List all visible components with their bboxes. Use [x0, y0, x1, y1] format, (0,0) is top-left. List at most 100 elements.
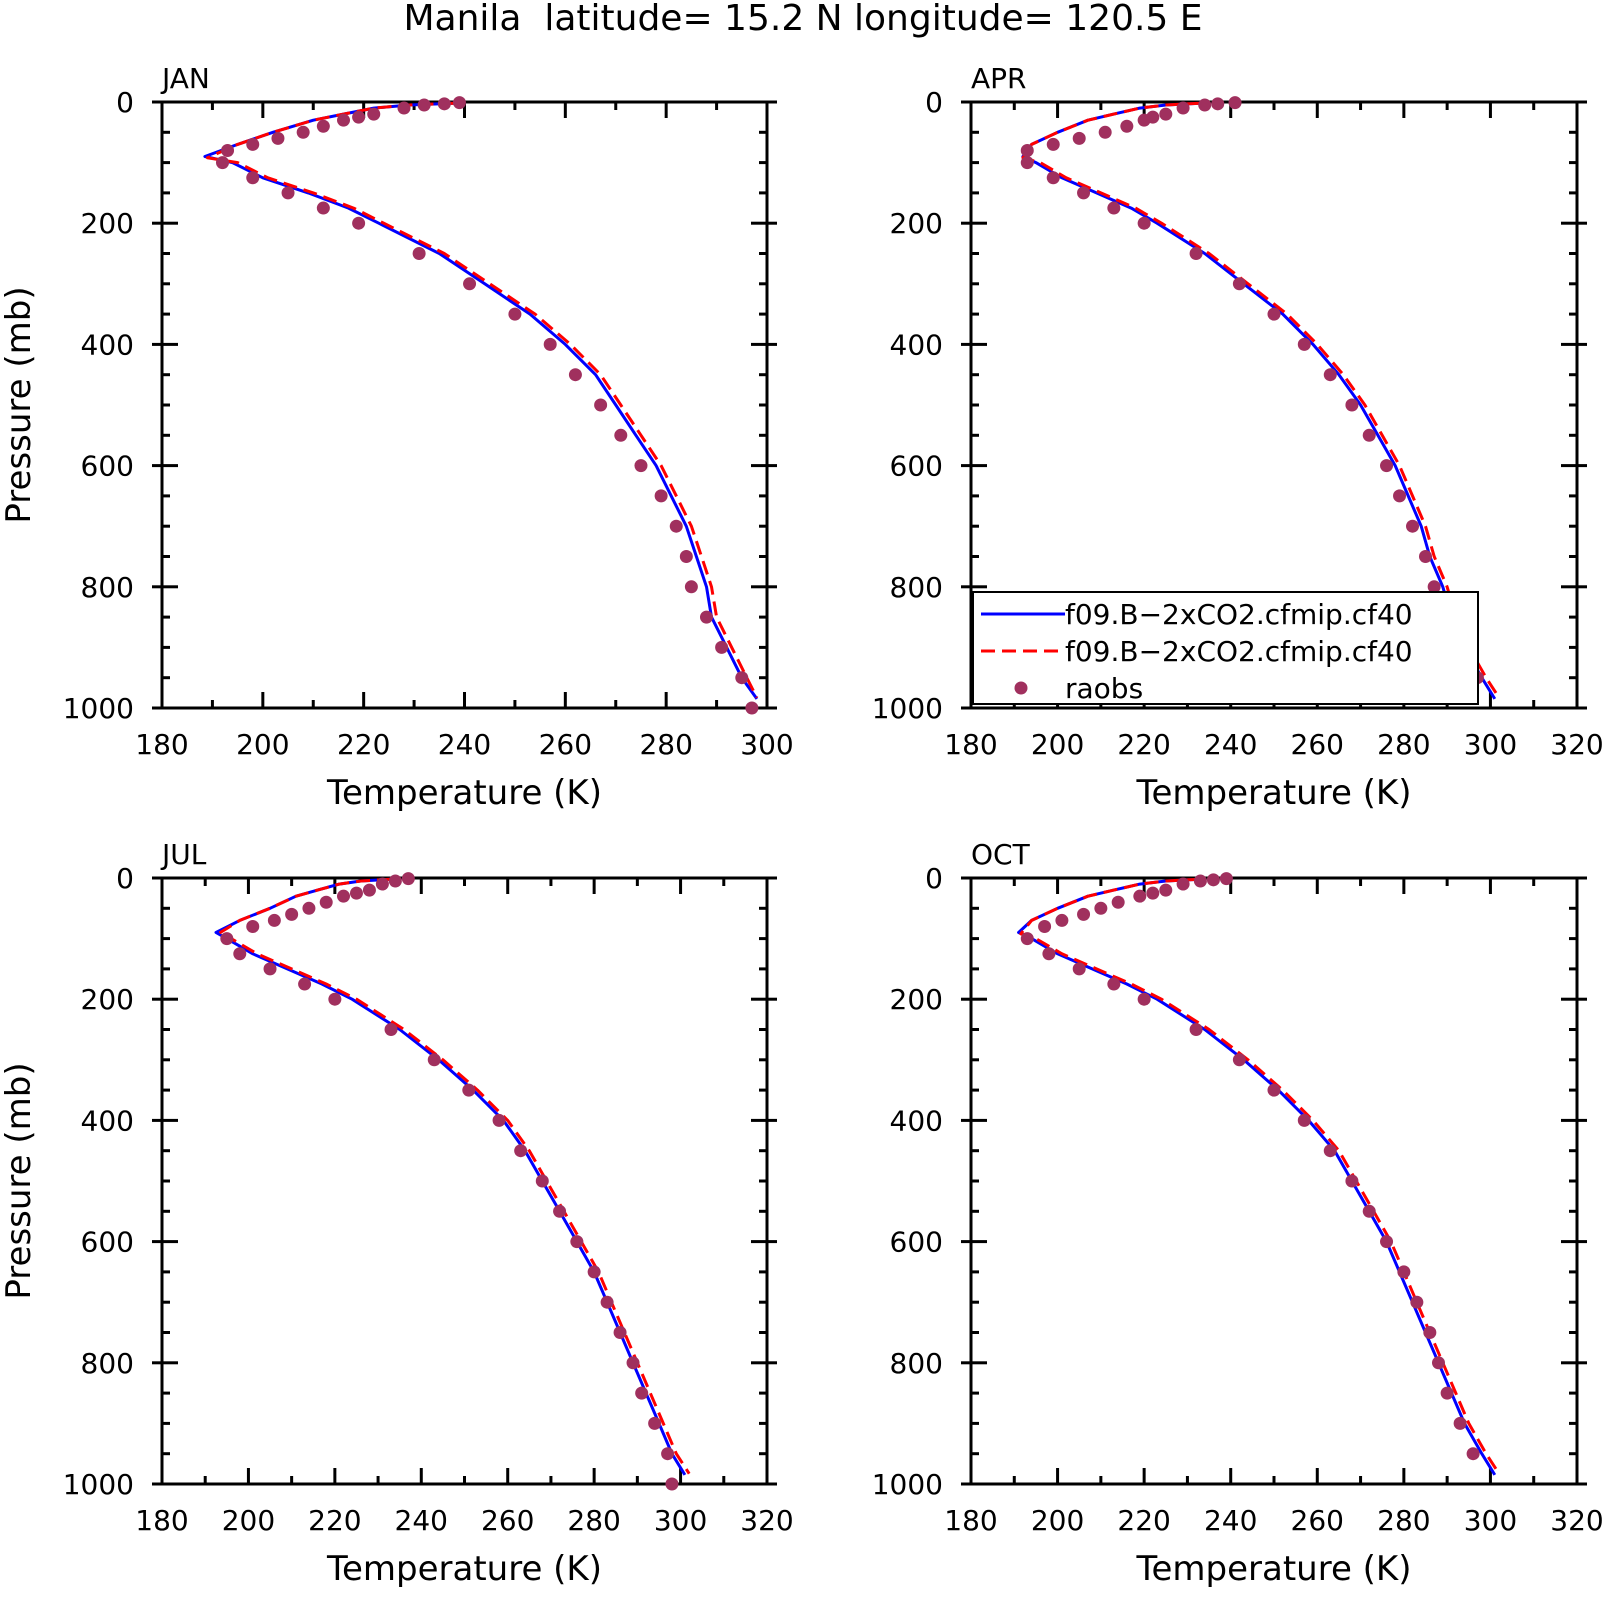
raobs-point	[613, 1326, 627, 1339]
raobs-point	[1410, 1295, 1424, 1309]
raobs-point	[427, 1053, 441, 1067]
raobs-point	[263, 962, 277, 976]
raobs-point	[1072, 131, 1086, 145]
raobs-point	[1267, 307, 1281, 321]
plot-frame	[969, 876, 1579, 1486]
raobs-point	[352, 216, 366, 230]
x-tick-label: 320	[1550, 728, 1603, 761]
raobs-point	[1419, 550, 1432, 563]
raobs-point	[1189, 247, 1203, 260]
raobs-point	[587, 1265, 601, 1279]
raobs-point	[352, 110, 366, 124]
x-tick-label: 300	[740, 728, 793, 761]
y-tick-label: 800	[890, 1347, 943, 1380]
raobs-point	[462, 1083, 476, 1097]
raobs-point	[1232, 277, 1246, 291]
x-tick-label: 320	[1550, 1504, 1603, 1537]
raobs-point	[568, 368, 582, 382]
raobs-point	[417, 98, 431, 112]
x-tick-label: 260	[1291, 1504, 1344, 1537]
x-tick-label: 300	[654, 1504, 707, 1537]
series-line-dashed	[205, 101, 759, 699]
raobs-point	[735, 671, 749, 685]
panel-label: APR	[971, 62, 1027, 95]
y-tick-label: 0	[925, 86, 943, 119]
raobs-point	[514, 1144, 528, 1158]
series-raobs	[216, 96, 759, 715]
raobs-point	[543, 337, 557, 351]
raobs-point	[412, 247, 426, 260]
raobs-point	[298, 977, 312, 991]
y-tick-label: 800	[81, 571, 134, 604]
raobs-point	[1219, 872, 1233, 886]
raobs-point	[1440, 1386, 1454, 1400]
x-tick-label: 240	[1204, 1504, 1257, 1537]
raobs-point	[246, 137, 260, 151]
y-tick-label: 600	[81, 1226, 134, 1259]
y-tick-label: 1000	[872, 692, 943, 725]
raobs-point	[1345, 398, 1359, 412]
y-tick-label: 800	[890, 571, 943, 604]
x-axis-title: Temperature (K)	[1135, 1549, 1411, 1589]
raobs-point	[302, 901, 316, 915]
raobs-point	[661, 1447, 675, 1461]
y-tick-label: 400	[890, 1104, 943, 1137]
raobs-point	[614, 428, 628, 442]
raobs-point	[570, 1235, 584, 1249]
x-tick-label: 260	[1291, 728, 1344, 761]
x-tick-label: 180	[944, 728, 997, 761]
y-tick-label: 400	[890, 328, 943, 361]
raobs-point	[267, 913, 281, 927]
raobs-point	[1228, 96, 1242, 110]
raobs-point	[1042, 947, 1056, 961]
raobs-point	[1120, 119, 1134, 133]
raobs-point	[1362, 428, 1376, 442]
raobs-point	[1176, 101, 1190, 115]
raobs-point	[626, 1356, 640, 1370]
raobs-point	[1176, 877, 1190, 891]
raobs-point	[654, 489, 668, 503]
raobs-point	[1077, 907, 1091, 921]
raobs-point	[1020, 932, 1034, 946]
raobs-point	[715, 640, 729, 654]
legend-label: f09.B−2xCO2.cfmip.cf40	[1065, 635, 1413, 668]
series-raobs	[220, 872, 679, 1491]
x-tick-label: 320	[740, 1504, 793, 1537]
raobs-point	[1323, 1144, 1337, 1158]
raobs-point	[1431, 1356, 1445, 1370]
raobs-point	[1211, 97, 1225, 111]
raobs-point	[1393, 489, 1407, 503]
legend-marker-raobs	[1014, 681, 1028, 695]
raobs-point	[452, 96, 466, 110]
series-line-dashed	[216, 877, 691, 1475]
raobs-point	[1159, 107, 1173, 121]
raobs-point	[535, 1174, 549, 1188]
plot-frame	[160, 876, 769, 1486]
raobs-point	[492, 1113, 506, 1127]
raobs-point	[233, 947, 247, 961]
series-raobs	[1020, 872, 1480, 1461]
raobs-point	[1427, 580, 1441, 594]
raobs-point	[553, 1204, 567, 1218]
raobs-point	[337, 889, 350, 903]
raobs-point	[1146, 886, 1160, 900]
raobs-point	[1094, 901, 1108, 915]
raobs-point	[1193, 874, 1207, 888]
y-axis-title: Pressure (mb)	[0, 286, 39, 523]
raobs-point	[271, 131, 285, 145]
x-tick-label: 280	[639, 728, 692, 761]
raobs-point	[1345, 1174, 1359, 1188]
y-tick-label: 0	[116, 862, 134, 895]
x-tick-label: 220	[308, 1504, 361, 1537]
raobs-point	[648, 1416, 662, 1430]
y-tick-label: 200	[81, 983, 134, 1016]
x-tick-label: 260	[539, 728, 592, 761]
raobs-point	[679, 550, 693, 563]
raobs-point	[1380, 1235, 1394, 1249]
raobs-point	[1453, 1416, 1467, 1430]
series-line-solid	[214, 877, 687, 1476]
x-tick-label: 200	[236, 728, 289, 761]
